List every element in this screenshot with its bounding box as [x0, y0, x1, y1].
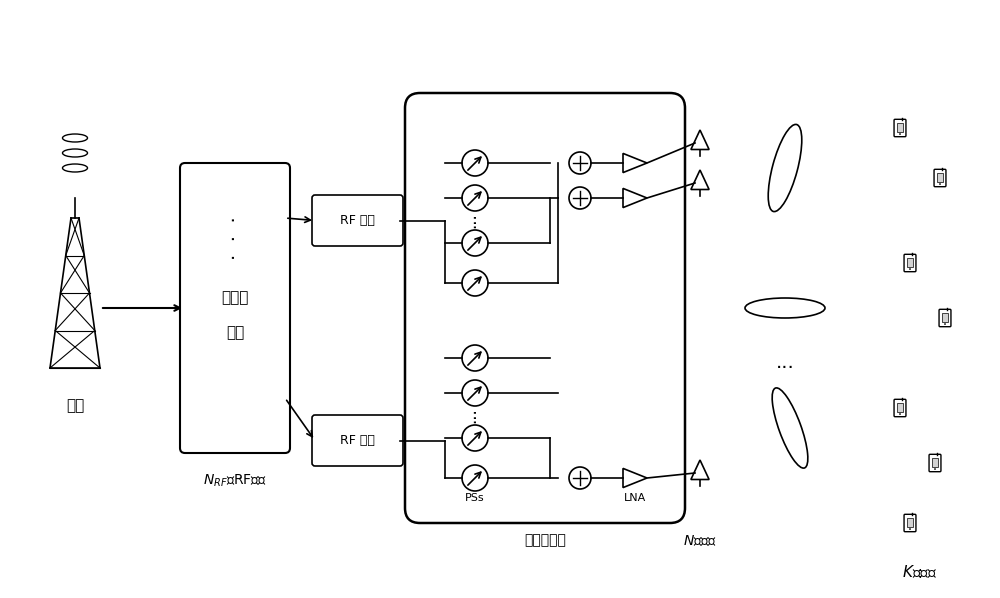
FancyBboxPatch shape	[894, 119, 906, 137]
Ellipse shape	[772, 388, 808, 468]
Circle shape	[909, 529, 911, 530]
Circle shape	[899, 413, 901, 414]
Text: 数字预: 数字预	[221, 291, 249, 306]
Circle shape	[462, 345, 488, 371]
FancyBboxPatch shape	[929, 454, 941, 472]
Text: RF 链路: RF 链路	[340, 214, 375, 227]
Circle shape	[899, 133, 901, 135]
Circle shape	[462, 270, 488, 296]
Circle shape	[462, 230, 488, 256]
Bar	[907, 258, 913, 267]
FancyBboxPatch shape	[934, 169, 946, 187]
Text: 基站: 基站	[66, 398, 84, 413]
FancyBboxPatch shape	[312, 415, 403, 466]
Text: $K$个用户: $K$个用户	[902, 563, 938, 579]
Bar	[897, 123, 903, 132]
Text: ···: ···	[466, 213, 484, 228]
Polygon shape	[691, 130, 709, 150]
FancyBboxPatch shape	[312, 195, 403, 246]
Polygon shape	[623, 188, 647, 208]
Bar	[897, 403, 903, 411]
Text: PSs: PSs	[465, 493, 485, 503]
Text: ···: ···	[776, 358, 794, 377]
Bar	[907, 518, 913, 527]
Text: 编码: 编码	[226, 325, 244, 340]
Circle shape	[939, 184, 941, 185]
Circle shape	[909, 269, 911, 270]
Polygon shape	[623, 468, 647, 487]
Circle shape	[462, 150, 488, 176]
Circle shape	[944, 324, 946, 325]
FancyBboxPatch shape	[180, 163, 290, 453]
Bar	[937, 173, 943, 182]
Polygon shape	[691, 460, 709, 480]
Ellipse shape	[768, 124, 802, 212]
Circle shape	[569, 467, 591, 489]
Circle shape	[462, 380, 488, 406]
FancyBboxPatch shape	[904, 514, 916, 532]
Text: $N$根天线: $N$根天线	[683, 533, 717, 548]
Circle shape	[569, 152, 591, 174]
Text: ·  ·  ·: · · ·	[226, 216, 245, 260]
Circle shape	[462, 465, 488, 491]
Ellipse shape	[63, 134, 88, 142]
Bar	[932, 458, 938, 466]
Circle shape	[462, 425, 488, 451]
FancyBboxPatch shape	[939, 309, 951, 327]
Circle shape	[462, 185, 488, 211]
Circle shape	[934, 468, 936, 469]
Text: $N_{RF}$根RF链路: $N_{RF}$根RF链路	[203, 473, 267, 489]
Ellipse shape	[745, 298, 825, 318]
Polygon shape	[691, 170, 709, 190]
FancyBboxPatch shape	[894, 399, 906, 417]
Circle shape	[569, 187, 591, 209]
Bar	[942, 313, 948, 322]
Ellipse shape	[63, 164, 88, 172]
FancyBboxPatch shape	[405, 93, 685, 523]
Text: RF 链路: RF 链路	[340, 434, 375, 447]
Text: LNA: LNA	[624, 493, 646, 503]
Text: ···: ···	[466, 408, 484, 423]
Polygon shape	[623, 154, 647, 173]
FancyBboxPatch shape	[904, 254, 916, 271]
Ellipse shape	[63, 149, 88, 157]
Text: 模拟预编码: 模拟预编码	[524, 533, 566, 547]
